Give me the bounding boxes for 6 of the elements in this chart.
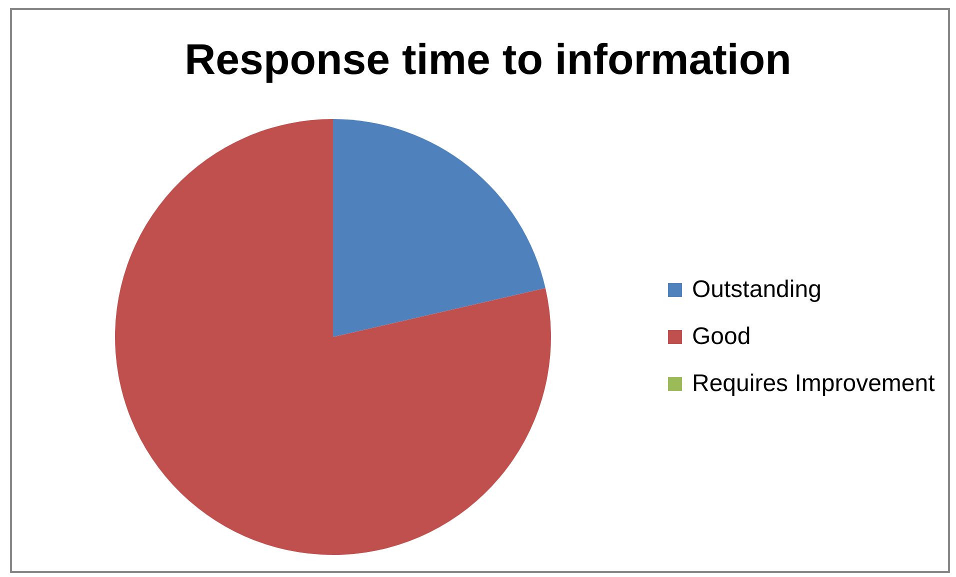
- pie-slice: [333, 119, 546, 337]
- legend-label: Outstanding: [692, 276, 822, 304]
- legend-label: Good: [692, 322, 751, 350]
- chart-title: Response time to information: [184, 36, 792, 85]
- legend-label: Requires Improvement: [692, 370, 935, 398]
- pie-slice: [115, 119, 551, 555]
